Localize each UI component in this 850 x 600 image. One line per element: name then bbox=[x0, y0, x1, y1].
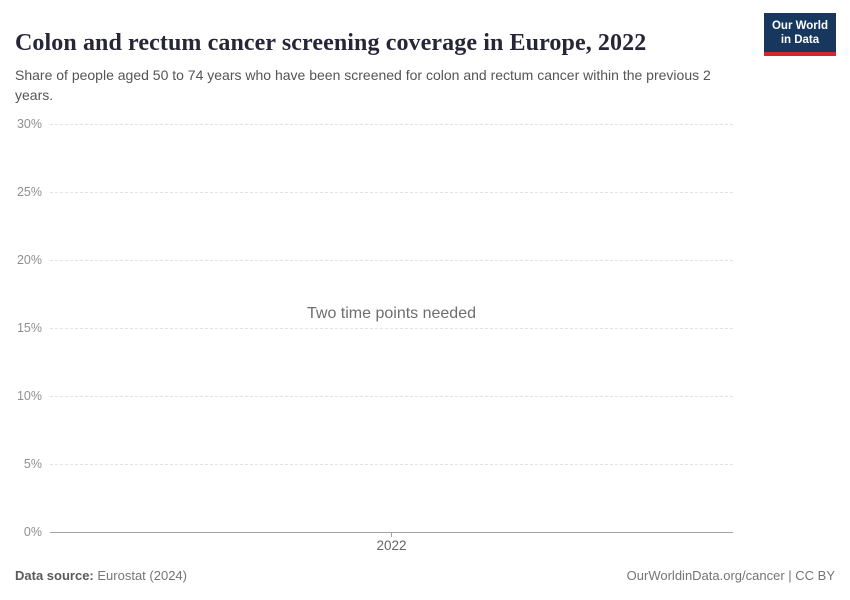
y-tick-label: 10% bbox=[16, 389, 42, 404]
y-tick-label: 20% bbox=[16, 253, 42, 268]
y-tick-label: 5% bbox=[23, 457, 42, 472]
gridline-25%: 25% bbox=[17, 185, 733, 199]
citation-link[interactable]: OurWorldinData.org/cancer | CC BY bbox=[626, 568, 835, 583]
x-tick: 2022 bbox=[376, 533, 407, 553]
gridline-15%: 15% bbox=[17, 321, 733, 335]
plot-area: Two time points needed 0% 5% 10% 15% 20% 25% 3… bbox=[17, 117, 733, 553]
data-source: Data source: Eurostat (2024) bbox=[15, 568, 187, 583]
data-source-value: Eurostat (2024) bbox=[97, 568, 187, 583]
data-source-label: Data source: bbox=[15, 568, 94, 583]
x-tick-mark bbox=[390, 533, 392, 537]
owid-logo-line2: in Data bbox=[780, 34, 820, 46]
empty-state-message: Two time points needed bbox=[307, 305, 476, 322]
chart-subtitle: Share of people aged 50 to 74 years who … bbox=[15, 67, 711, 103]
chart-footer: Data source: Eurostat (2024) OurWorldinD… bbox=[15, 568, 835, 583]
gridline-20%: 20% bbox=[17, 253, 733, 267]
gridline-30%: 30% bbox=[17, 117, 733, 131]
gridline-0%: 0% bbox=[24, 525, 733, 539]
x-tick-label: 2022 bbox=[376, 538, 407, 553]
gridline-10%: 10% bbox=[17, 389, 733, 403]
page-title: Colon and rectum cancer screening covera… bbox=[15, 30, 647, 57]
y-tick-label: 15% bbox=[16, 321, 42, 335]
owid-logo-line1: Our World bbox=[771, 20, 828, 32]
y-tick-label: 30% bbox=[16, 117, 42, 131]
gridline-5%: 5% bbox=[24, 457, 733, 471]
y-tick-label: 25% bbox=[16, 185, 42, 199]
y-tick-label: 0% bbox=[23, 525, 42, 539]
owid-logo[interactable]: Our World in Data bbox=[763, 13, 836, 56]
